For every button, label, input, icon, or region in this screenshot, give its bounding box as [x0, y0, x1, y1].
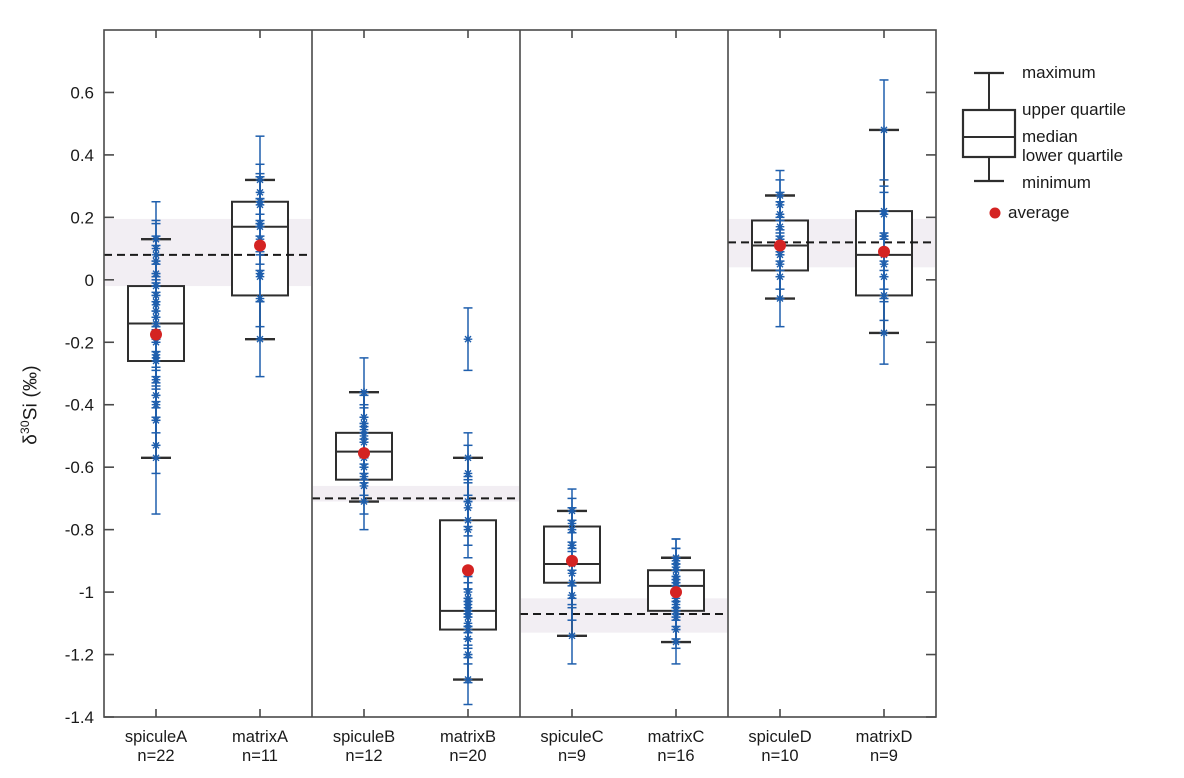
x-group-count-matrixA: n=11: [242, 747, 278, 765]
y-tick-label: 0.4: [70, 146, 94, 165]
data-point-asterisk-matrixA-10: [255, 334, 265, 344]
y-tick-label: 0: [85, 271, 94, 290]
y-tick-label: -0.2: [65, 333, 94, 352]
average-dot-spiculeC: [566, 554, 578, 567]
y-axis-title-unit: Si (‰): [20, 365, 42, 421]
y-tick-label: -0.4: [65, 396, 94, 415]
average-dot-matrixC: [670, 586, 682, 599]
x-group-label-matrixD: matrixD: [856, 728, 913, 746]
data-point-asterisk-matrixB-6: [463, 525, 473, 534]
x-group-label-spiculeD: spiculeD: [748, 728, 811, 746]
x-group-count-matrixB: n=20: [449, 747, 486, 765]
x-group-count-spiculeC: n=9: [558, 747, 586, 765]
y-axis-title-superscript: 30: [18, 420, 32, 434]
legend-label-lower-quartile: lower quartile: [1022, 146, 1124, 165]
data-point-asterisk-matrixB-0: [463, 334, 473, 344]
legend-label-median: median: [1022, 127, 1078, 146]
data-point-asterisk-matrixC-15: [671, 637, 681, 647]
average-dot-spiculeB: [358, 447, 370, 460]
average-dot-matrixD: [878, 245, 890, 258]
data-point-asterisk-matrixD-7: [879, 291, 889, 300]
y-tick-label: 0.6: [70, 83, 94, 102]
y-tick-label: -1.2: [65, 646, 94, 665]
x-group-label-spiculeC: spiculeC: [540, 728, 603, 746]
average-dot-spiculeA: [150, 328, 162, 341]
data-point-asterisk-matrixA-9: [255, 294, 265, 303]
x-group-label-spiculeA: spiculeA: [125, 728, 187, 746]
legend-boxplot-glyph: [961, 71, 1017, 219]
data-point-asterisk-spiculeC-7: [567, 590, 577, 600]
y-tick-label: -0.8: [65, 521, 94, 540]
data-point-asterisk-spiculeD-9: [775, 294, 785, 303]
x-group-label-matrixB: matrixB: [440, 728, 496, 746]
legend-label-average: average: [1008, 203, 1070, 222]
x-group-count-matrixC: n=16: [657, 747, 694, 765]
x-group-label-spiculeB: spiculeB: [333, 728, 395, 746]
data-point-asterisk-spiculeA-21: [151, 453, 161, 463]
average-dot-spiculeD: [774, 239, 786, 252]
legend: maximum upper quartile median lower quar…: [955, 60, 1183, 235]
y-tick-label: 0.2: [70, 208, 94, 227]
x-group-label-matrixC: matrixC: [648, 728, 705, 746]
data-point-asterisk-spiculeB-11: [359, 497, 369, 506]
x-group-count-spiculeA: n=22: [137, 747, 174, 765]
data-point-asterisk-matrixB-19: [463, 675, 473, 684]
data-point-asterisk-spiculeC-8: [567, 631, 577, 641]
y-axis-title-delta: δ: [20, 434, 42, 445]
y-tick-label: -1: [79, 583, 94, 602]
legend-box: [961, 108, 1017, 159]
legend-label-minimum: minimum: [1022, 173, 1091, 192]
x-group-count-spiculeD: n=10: [761, 747, 798, 765]
average-dot-matrixB: [462, 564, 474, 577]
y-tick-label: -1.4: [65, 708, 94, 727]
data-point-asterisk-matrixB-2: [463, 469, 473, 478]
legend-label-maximum: maximum: [1022, 63, 1096, 82]
y-axis-title: δ30Si (‰): [18, 325, 44, 485]
data-point-asterisk-matrixA-6: [255, 234, 265, 244]
x-group-label-matrixA: matrixA: [232, 728, 288, 746]
data-point-asterisk-matrixD-8: [879, 328, 889, 338]
y-tick-label: -0.6: [65, 458, 94, 477]
x-group-count-spiculeB: n=12: [345, 747, 382, 765]
x-group-count-matrixD: n=9: [870, 747, 898, 765]
legend-average-dot: [989, 207, 1001, 219]
legend-label-upper-quartile: upper quartile: [1022, 100, 1126, 119]
average-dot-matrixA: [254, 239, 266, 252]
data-point-asterisk-matrixD-0: [879, 125, 889, 135]
